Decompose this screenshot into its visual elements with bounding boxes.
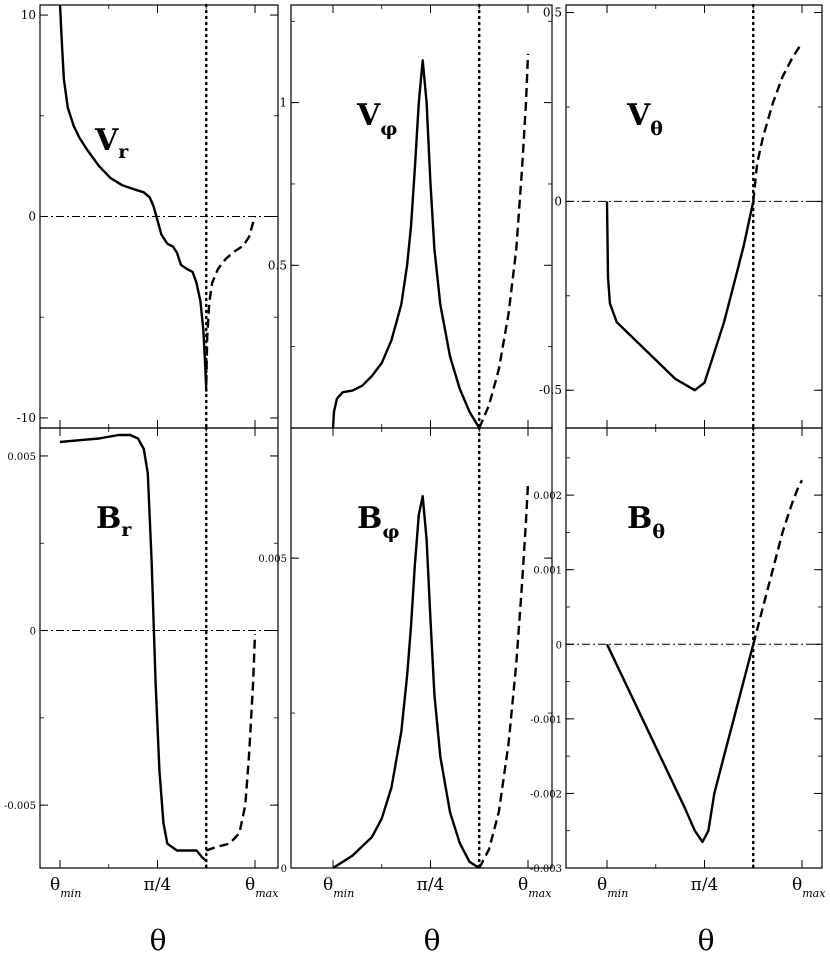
x-axis-label-col3: θ	[698, 924, 715, 957]
panel-bphi-xtick-sub-2: max	[528, 887, 552, 900]
panel-btheta-ytick-label-2: 0	[556, 640, 562, 651]
panel-bphi-xtick-label-0: θmin	[323, 875, 354, 900]
panel-bphi-series-solid	[332, 495, 480, 870]
panel-vr-ytick-label-1: 0	[28, 210, 36, 224]
panel-bphi-xtick-sub-0: min	[333, 887, 354, 900]
panel-btheta-xtick-label-2: θmax	[792, 875, 826, 900]
panel-vtheta-series-dashed	[752, 42, 804, 202]
panel-br-ytick-label-1: 0	[30, 627, 36, 638]
panel-bphi-xtick-label-1: π/4	[417, 875, 445, 895]
panel-btheta-xtick-sub-0: min	[607, 887, 628, 900]
panel-btheta-ytick-label-1: 0.001	[533, 566, 562, 577]
panel-label-vtheta: Vθ	[626, 98, 663, 140]
panel-label-bphi: Bφ	[357, 501, 400, 543]
panel-btheta-ytick-label-5: -0.003	[530, 864, 562, 875]
x-axis-label-col2: θ	[424, 924, 441, 957]
panel-vtheta: Vθ	[626, 98, 663, 140]
panel-br-ytick-label-0: 0.005	[7, 452, 36, 463]
panel-bphi-ytick-label-1: 0	[281, 864, 287, 875]
panel-br-xtick-sub-2: max	[255, 887, 279, 900]
x-axis-label-col1: θ	[150, 924, 167, 957]
panel-vtheta-series-solid	[605, 201, 755, 392]
panel-br-xtick-label-1: π/4	[144, 875, 172, 895]
panel-br-series-dashed	[205, 633, 257, 852]
panel-btheta-ytick-label-4: -0.002	[530, 789, 562, 800]
plot-layer: 10 0 -10 1 0.5 0.5 0 -0.5 0.005 0 -0.005 θmin π/4 θma…	[4, 3, 826, 900]
panel-br-series-solid	[59, 433, 208, 862]
panel-vr-series-dashed	[205, 216, 257, 384]
panel-btheta-series-dashed	[752, 479, 804, 645]
panel-label-vphi: Vφ	[356, 98, 397, 140]
panel-vr-ytick-label-0: 10	[21, 8, 36, 22]
panel-br-frame	[39, 427, 279, 869]
panel-label-btheta: Bθ	[627, 501, 665, 543]
panel-bphi-xtick-label-2: θmax	[518, 875, 552, 900]
panel-bphi: Bφ	[357, 501, 400, 543]
panel-vr-series-solid	[58, 4, 208, 392]
panel-vphi-ytick-label-0: 1	[279, 96, 287, 110]
panel-btheta-ytick-label-0: 0.002	[533, 491, 562, 502]
panel-br-xtick-label-0: θmin	[50, 875, 81, 900]
panel-btheta-series-solid	[605, 643, 755, 844]
panel-br-xtick-sub-0: min	[60, 887, 81, 900]
panel-vr-ytick-label-2: -10	[17, 411, 36, 425]
panel-vphi: Vφ	[356, 98, 397, 140]
panel-btheta-frame	[565, 427, 823, 869]
panel-br-xtick-label-2: θmax	[245, 875, 279, 900]
panel-vr: Vr	[94, 123, 129, 163]
panel-btheta: Bθ	[627, 501, 665, 543]
panel-label-br: Br	[96, 501, 132, 541]
panel-bphi-series-dashed	[478, 483, 530, 869]
panel-bphi-frame	[290, 427, 553, 869]
panel-vphi-series-dashed	[478, 53, 530, 429]
panel-btheta-xtick-sub-2: max	[802, 887, 826, 900]
panel-label-vr: Vr	[94, 123, 129, 163]
panel-btheta-xtick-label-0: θmin	[597, 875, 628, 900]
panel-vtheta-ytick-label-1: 0	[554, 194, 562, 208]
panel-vtheta-ytick-label-2: -0.5	[539, 383, 562, 397]
panel-vtheta-ytick-label-0: 0.5	[543, 6, 562, 20]
x-axis-labels: θ θ θ	[150, 924, 715, 957]
panel-vphi-ytick-label-1: 0.5	[268, 258, 287, 272]
panel-vphi-series-solid	[331, 59, 481, 429]
panel-btheta-xtick-label-1: π/4	[691, 875, 719, 895]
panel-br: Br	[96, 501, 132, 541]
panel-br-ytick-label-2: -0.005	[4, 801, 36, 812]
panel-btheta-ytick-label-3: -0.001	[530, 715, 562, 726]
panel-bphi-ytick-label-0: 0.005	[258, 554, 287, 565]
panel-vtheta-frame	[565, 4, 823, 429]
